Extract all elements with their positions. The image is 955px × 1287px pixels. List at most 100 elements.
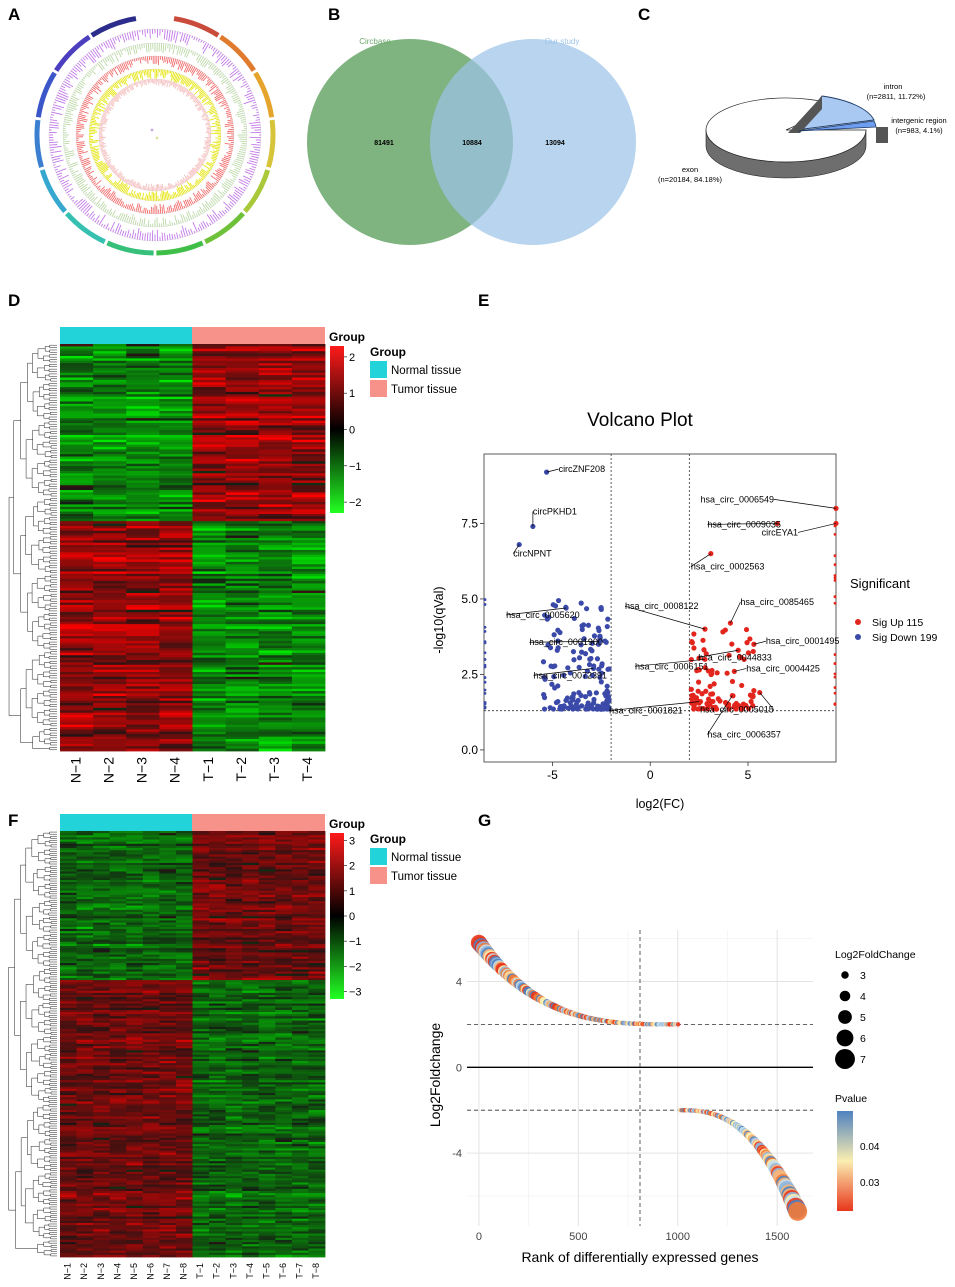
heatmap-cell: [259, 435, 293, 438]
heatmap-cell: [93, 382, 127, 385]
circos-track-bar: [53, 160, 64, 163]
heatmap-cell: [60, 533, 94, 536]
heatmap-cell: [126, 454, 160, 457]
circos-track-bar: [60, 180, 64, 182]
heatmap-cell: [193, 401, 227, 404]
circos-track-bar: [57, 173, 62, 175]
heatmap-cell: [93, 387, 127, 390]
circos-track-bar: [216, 119, 219, 120]
heatmap-cell: [292, 351, 326, 354]
circos-track-bar: [240, 149, 246, 150]
circos-track-bar: [189, 187, 191, 190]
heatmap-cell: [126, 550, 160, 553]
heatmap-cell: [126, 607, 160, 610]
circos-track-bar: [249, 122, 260, 123]
circos-track-bar: [248, 97, 254, 99]
circos-track-bar: [205, 95, 207, 97]
heatmap-cell: [259, 650, 293, 653]
heatmap-cell: [292, 581, 326, 584]
heatmap-cell: [126, 749, 160, 752]
circos-track-bar: [53, 107, 62, 109]
circos-track-bar: [129, 204, 131, 209]
heatmap-cell: [259, 464, 293, 467]
dendrogram-branch: [49, 1015, 57, 1017]
heatmap-cell: [193, 536, 227, 539]
heatmap-cell: [93, 378, 127, 381]
heatmap-cell: [126, 634, 160, 637]
heatmap-cell: [60, 562, 94, 565]
circos-track-bar: [170, 221, 171, 226]
heatmap-cell: [259, 528, 293, 531]
heatmap-cell: [193, 593, 227, 596]
heatmap-cell: [193, 667, 227, 670]
heatmap-cell: [193, 378, 227, 381]
dendrogram-branch: [51, 575, 57, 577]
dendrogram-branch: [51, 513, 57, 515]
dendrogram-branch: [50, 632, 57, 634]
heatmap-cell: [292, 519, 326, 522]
dendrogram-branch: [50, 700, 57, 702]
dendrogram-branch: [49, 1049, 57, 1051]
pie-detail-intron: (n=2811, 11.72%): [867, 92, 926, 101]
circos-track-bar: [99, 130, 105, 131]
heatmap-cell: [193, 715, 227, 718]
circos-track-bar: [225, 207, 229, 211]
circos-track-bar: [71, 197, 75, 200]
heatmap-cell: [226, 509, 260, 512]
dendrogram-branch: [51, 1071, 57, 1073]
circos-track-bar: [239, 179, 249, 184]
circos-track-bar: [169, 81, 170, 83]
heatmap-cell: [60, 641, 94, 644]
circos-track-bar: [230, 150, 233, 151]
circos-track-bar: [205, 201, 210, 208]
dendrogram-branch: [49, 484, 57, 486]
circos-track-bar: [242, 79, 245, 81]
heatmap-cell: [126, 476, 160, 479]
dendrogram-branch: [50, 743, 57, 745]
heatmap-cell: [292, 454, 326, 457]
circos-track-bar: [192, 52, 194, 55]
heatmap-cell: [159, 622, 193, 625]
heatmap-cell: [159, 502, 193, 505]
heatmap-cell: [193, 480, 227, 483]
heatmap-cell: [126, 423, 160, 426]
heatmap-cell: [93, 368, 127, 371]
dendrogram-branch: [49, 489, 57, 491]
heatmap-cell: [226, 691, 260, 694]
circos-track-bar: [85, 56, 88, 60]
heatmap-cell: [126, 722, 160, 725]
heatmap-cell: [292, 531, 326, 534]
dendrogram-branch: [50, 1164, 57, 1166]
volcano-point-down: [552, 663, 557, 668]
heatmap-cell: [292, 662, 326, 665]
heatmap-cell: [193, 452, 227, 455]
heatmap-cell: [226, 670, 260, 673]
volcano-legend-up: Sig Up 115: [872, 617, 923, 629]
circos-track-bar: [165, 233, 166, 240]
circos-track-bar: [104, 175, 106, 176]
circos-track-bar: [79, 83, 83, 86]
heatmap-cell: [60, 389, 94, 392]
heatmap-cell: [259, 430, 293, 433]
heatmap-cell: [259, 366, 293, 369]
dendrogram-branch: [33, 622, 39, 641]
heatmap-cell: [292, 595, 326, 598]
circos-track-bar: [79, 112, 82, 113]
heatmap-cell: [226, 445, 260, 448]
heatmap-cell: [93, 744, 127, 747]
heatmap-cell: [226, 459, 260, 462]
circos-track-bar: [92, 197, 97, 203]
heatmap-cell: [193, 624, 227, 627]
circos-track-bar: [112, 69, 114, 72]
heatmap-cell: [126, 598, 160, 601]
circos-track-bar: [221, 77, 227, 82]
heatmap-cell: [126, 526, 160, 529]
heatmap-cell: [193, 375, 227, 378]
heatmap-cell: [226, 437, 260, 440]
heatmap-cell: [126, 459, 160, 462]
heatmap-cell: [193, 531, 227, 534]
dendrogram-branch: [50, 666, 57, 668]
heatmap-cell: [159, 483, 193, 486]
circos-track-bar: [63, 143, 69, 144]
dendrogram-branch: [50, 1007, 57, 1009]
